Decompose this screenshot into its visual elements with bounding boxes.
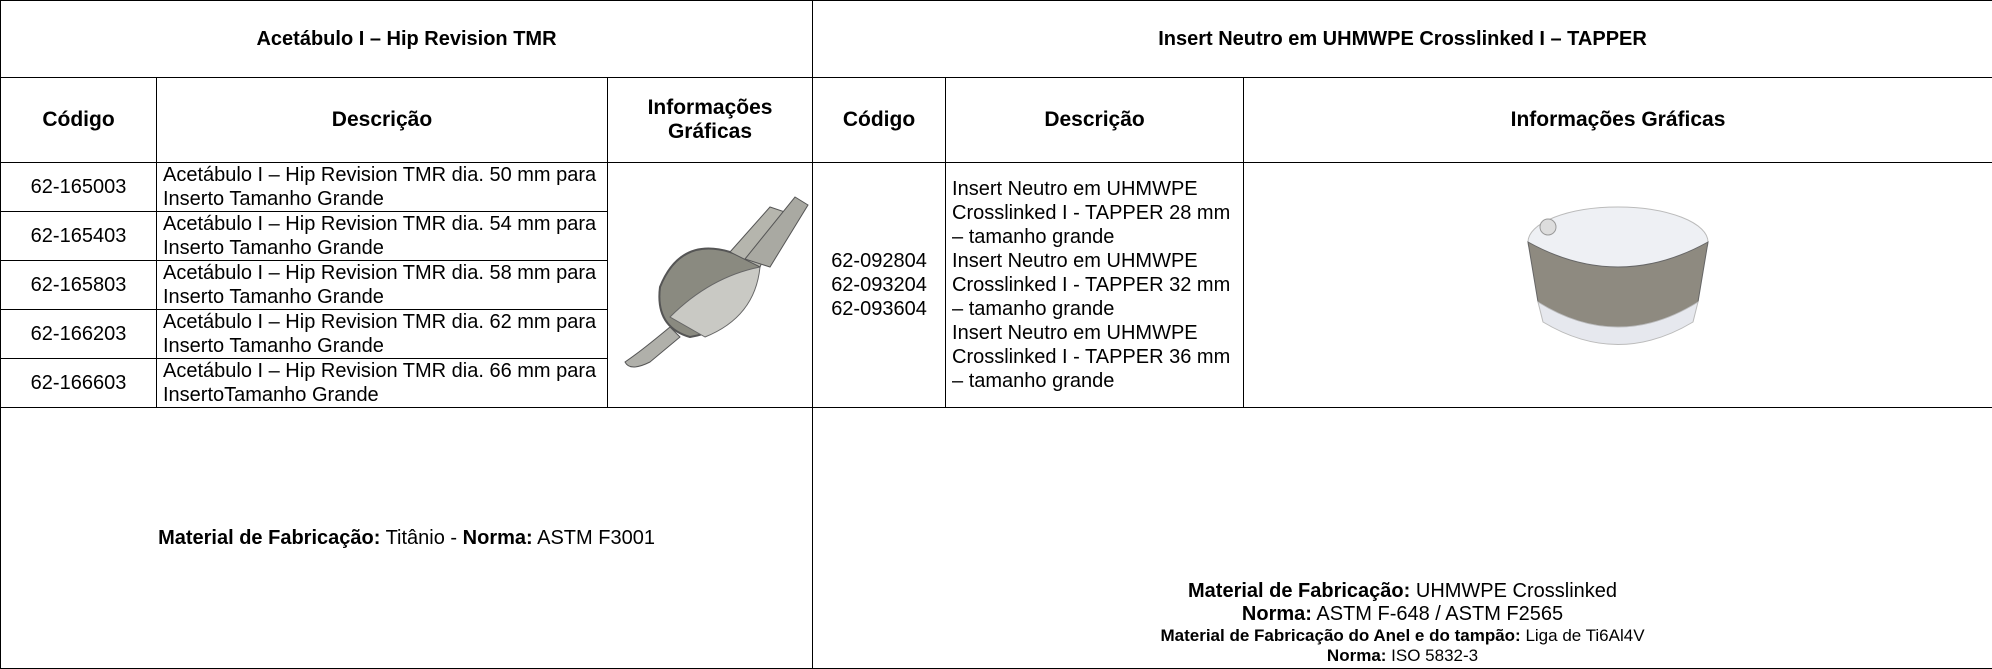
footer-line: Norma: ASTM F-648 / ASTM F2565 bbox=[819, 603, 1986, 626]
description-cell: Acetábulo I – Hip Revision TMR dia. 54 m… bbox=[156, 211, 608, 261]
code-cell: 62-165803 bbox=[0, 260, 157, 310]
code-cell: 62-165403 bbox=[0, 211, 157, 261]
footer-text: ASTM F-648 / ASTM F2565 bbox=[1316, 603, 1564, 625]
header-cell: Código bbox=[812, 77, 947, 163]
description: Insert Neutro em UHMWPE Crosslinked I - … bbox=[952, 250, 1231, 320]
header-cell: Descrição bbox=[156, 77, 608, 163]
footer-line: Material de Fabricação: Titânio - Norma:… bbox=[7, 527, 806, 550]
header-cell: Informações Gráficas bbox=[1243, 77, 1992, 163]
footer-text: Liga de Ti6Al4V bbox=[1525, 626, 1645, 645]
footer-label: Material de Fabricação do Anel e do tamp… bbox=[1160, 626, 1521, 645]
right-footer: Material de Fabricação: UHMWPE Crosslink… bbox=[812, 407, 1992, 669]
footer-line: Material de Fabricação do Anel e do tamp… bbox=[819, 626, 1986, 646]
footer-text: UHMWPE Crosslinked bbox=[1415, 580, 1618, 602]
insert-image bbox=[1527, 206, 1709, 345]
left-footer: Material de Fabricação: Titânio - Norma:… bbox=[0, 407, 814, 669]
code: 62-092804 bbox=[831, 250, 927, 272]
description-cell: Acetábulo I – Hip Revision TMR dia. 62 m… bbox=[156, 309, 608, 359]
code-cell: 62-165003 bbox=[0, 162, 157, 212]
footer-text: ISO 5832-3 bbox=[1391, 646, 1479, 665]
footer-text: Titânio - bbox=[385, 526, 458, 549]
left-title: Acetábulo I – Hip Revision TMR bbox=[0, 0, 814, 78]
right-title: Insert Neutro em UHMWPE Crosslinked I – … bbox=[812, 0, 1992, 78]
description-cell: Acetábulo I – Hip Revision TMR dia. 66 m… bbox=[156, 358, 608, 408]
footer-label: Material de Fabricação: bbox=[1188, 580, 1411, 602]
code-cell: 62-166203 bbox=[0, 309, 157, 359]
header-cell: Código bbox=[0, 77, 157, 163]
footer-label: Material de Fabricação: bbox=[158, 526, 381, 549]
image-cell bbox=[606, 162, 814, 408]
description-cell: Acetábulo I – Hip Revision TMR dia. 50 m… bbox=[156, 162, 608, 212]
footer-line: Norma: ISO 5832-3 bbox=[819, 646, 1986, 666]
header-cell: Informações Gráficas bbox=[606, 77, 814, 163]
acetabulum-image bbox=[624, 196, 809, 368]
footer-line: Material de Fabricação: UHMWPE Crosslink… bbox=[819, 580, 1986, 603]
description: Insert Neutro em UHMWPE Crosslinked I - … bbox=[952, 322, 1231, 392]
footer-label: Norma: bbox=[462, 526, 533, 549]
code: 62-093204 bbox=[831, 274, 927, 296]
code-cell: 62-166603 bbox=[0, 358, 157, 408]
footer-label: Norma: bbox=[1326, 646, 1387, 665]
footer-label: Norma: bbox=[1241, 603, 1312, 625]
code-cell: 62-092804 62-093204 62-093604 bbox=[812, 162, 947, 408]
code: 62-093604 bbox=[831, 298, 927, 320]
description-cell: Insert Neutro em UHMWPE Crosslinked I - … bbox=[945, 162, 1245, 408]
footer-text: ASTM F3001 bbox=[537, 526, 655, 549]
header-cell: Descrição bbox=[945, 77, 1245, 163]
description: Insert Neutro em UHMWPE Crosslinked I - … bbox=[952, 178, 1231, 248]
description-cell: Acetábulo I – Hip Revision TMR dia. 58 m… bbox=[156, 260, 608, 310]
image-cell bbox=[1243, 162, 1992, 408]
